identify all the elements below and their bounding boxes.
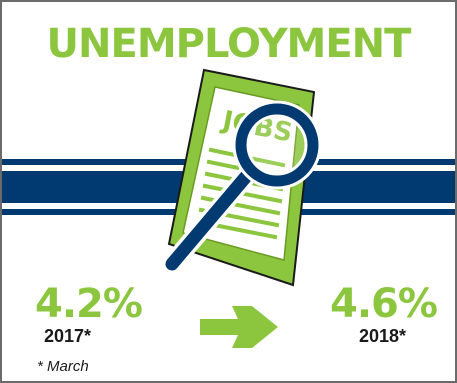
page-title: UNEMPLOYMENT: [46, 21, 412, 67]
footnote: * March: [37, 358, 89, 375]
stat-value-2017: 4.2%: [35, 281, 143, 327]
magnifying-glass-icon: [162, 100, 322, 274]
stat-year-2017: 2017*: [44, 326, 92, 346]
stat-value-2018: 4.6%: [330, 281, 438, 327]
arrow-right-icon: [200, 306, 278, 348]
stat-year-2018: 2018*: [359, 326, 407, 346]
